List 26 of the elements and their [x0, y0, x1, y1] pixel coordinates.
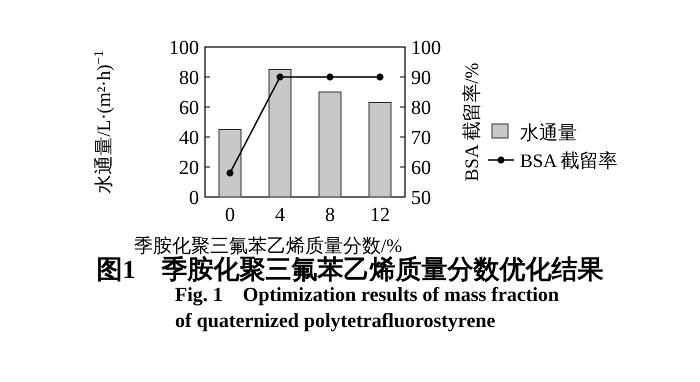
y-tick-label: 0 [189, 187, 199, 209]
bar [268, 69, 292, 198]
y2-tick-label: 60 [411, 157, 431, 179]
legend-label: BSA 截留率 [520, 150, 618, 172]
y2-tick-label: 80 [411, 97, 431, 119]
x-tick-label: 0 [225, 204, 235, 226]
bar [368, 102, 392, 198]
y-tick-label: 60 [179, 97, 199, 119]
y2-axis-title: BSA 截留率/% [461, 62, 483, 182]
x-axis-title: 季胺化聚三氟苯乙烯质量分数/% [134, 236, 402, 257]
legend-label: 水通量 [520, 123, 577, 144]
y-tick-label: 80 [179, 67, 199, 89]
x-tick-label: 4 [275, 204, 285, 226]
y-tick-label: 100 [169, 37, 199, 59]
y-tick-label: 20 [179, 157, 199, 179]
x-tick-label: 8 [325, 204, 335, 226]
bar [218, 129, 242, 198]
y2-tick-label: 70 [411, 127, 431, 149]
y2-tick-label: 50 [411, 187, 431, 209]
bar [318, 92, 342, 198]
y-tick-label: 40 [179, 127, 199, 149]
y2-tick-label: 100 [411, 37, 441, 59]
y2-tick-label: 90 [411, 67, 431, 89]
text: 图1 季胺化聚三氟苯乙烯质量分数优化结果 [96, 255, 604, 284]
x-tick-label: 12 [370, 204, 390, 226]
text: Fig. 1 Optimization results of mass fraction of quaternized polytetrafluorostyrene [175, 283, 560, 334]
